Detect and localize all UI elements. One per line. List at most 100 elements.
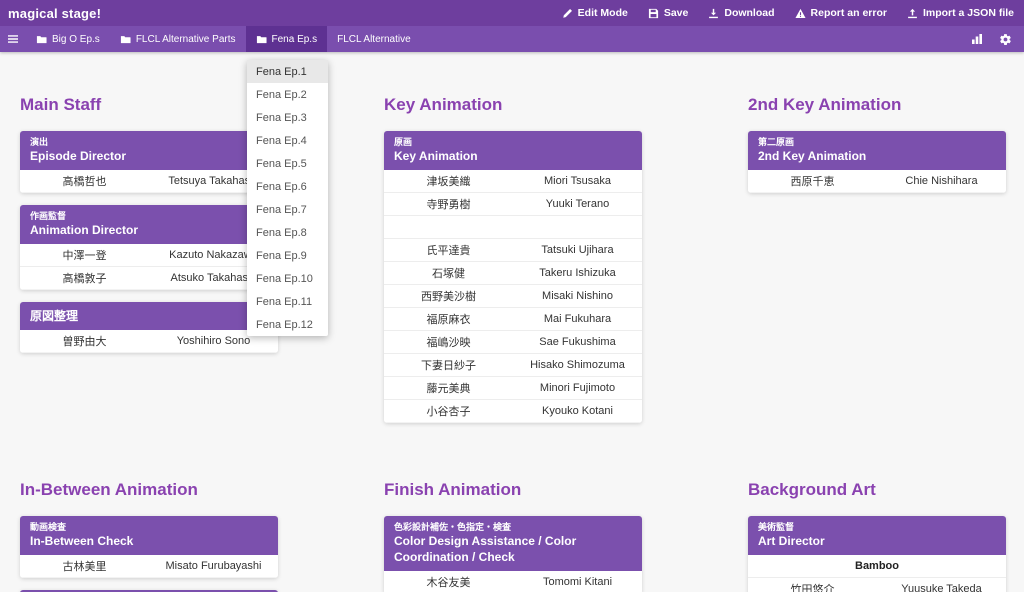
staff-name-kanji: 下妻日紗子: [421, 360, 476, 372]
staff-rows: 西原千恵 Chie Nishihara: [748, 170, 1006, 193]
card-header: 原図整理: [20, 302, 278, 330]
dropdown-item[interactable]: Fena Ep.2: [256, 88, 307, 101]
card-header: 第二原画 2nd Key Animation: [748, 131, 1006, 170]
section-title: Key Animation: [384, 95, 503, 114]
sections-row-top: Main Staff 演出 Episode Director: [20, 95, 1006, 435]
staff-row: 古林美里 Misato Furubayashi: [20, 555, 278, 578]
role-title-en: Episode Director: [30, 149, 127, 163]
dropdown-item[interactable]: Fena Ep.7: [256, 203, 307, 216]
card-list: 演出 Episode Director 高橋哲也 Tetsuya Takahas…: [20, 131, 278, 353]
staff-row: 津坂美織 Miori Tsusaka: [384, 170, 642, 193]
card-list: 美術監督 Art Director Bamboo 竹田悠介 Yuusuke Ta…: [748, 516, 1006, 592]
gear-icon[interactable]: [999, 33, 1012, 46]
staff-section: Key Animation 原画 Key Animation: [384, 95, 642, 435]
staff-card: 色彩設計補佐・色指定・検査 Color Design Assistance / …: [384, 516, 642, 592]
topbar: magical stage! Edit Mode Save Download: [0, 0, 1024, 26]
staff-name-romaji: Tatsuki Ujihara: [541, 244, 614, 256]
main-content: Main Staff 演出 Episode Director: [0, 52, 1024, 592]
nav-tab[interactable]: Fena Ep.s: [245, 26, 328, 52]
dropdown-item[interactable]: Fena Ep.9: [256, 249, 307, 262]
role-title-en: Animation Director: [30, 223, 139, 237]
section-title: Background Art: [748, 480, 876, 499]
import-json-button[interactable]: Import a JSON file: [907, 7, 1014, 19]
nav-tab[interactable]: Big O Ep.s: [26, 26, 110, 52]
staff-row: 曽野由大 Yoshihiro Sono: [20, 330, 278, 353]
staff-name-kanji: 福原麻衣: [426, 314, 471, 326]
staff-name-kanji: 西原千恵: [790, 176, 835, 188]
nav-tab[interactable]: FLCL Alternative Parts: [110, 26, 246, 52]
staff-name-kanji: [384, 216, 513, 238]
navbar: Big O Ep.s FLCL Alternative Parts Fena E…: [0, 26, 1024, 52]
role-title-jp: 色彩設計補佐・色指定・検査: [394, 522, 512, 532]
dropdown-item[interactable]: Fena Ep.12: [256, 318, 313, 331]
menu-button[interactable]: [0, 26, 26, 52]
staff-name-romaji: Yuuki Terano: [545, 198, 610, 210]
staff-row: 福原麻衣 Mai Fukuhara: [384, 308, 642, 331]
download-button[interactable]: Download: [708, 7, 775, 19]
card-header: 動画検査 In-Between Check: [20, 516, 278, 555]
card-header: 美術監督 Art Director: [748, 516, 1006, 555]
staff-name-romaji: Takeru Ishizuka: [539, 267, 616, 279]
save-button[interactable]: Save: [648, 7, 688, 19]
staff-name-kanji: 木谷友美: [426, 577, 471, 589]
section-title: 2nd Key Animation: [748, 95, 902, 114]
nav-tab[interactable]: FLCL Alternative: [327, 26, 421, 52]
dropdown-item[interactable]: Fena Ep.6: [256, 180, 307, 193]
staff-name-kanji: 高橋敦子: [62, 273, 107, 285]
card-list: 色彩設計補佐・色指定・検査 Color Design Assistance / …: [384, 516, 642, 592]
staff-row: 氏平達貴 Tatsuki Ujihara: [384, 239, 642, 262]
staff-row: [384, 216, 642, 239]
card-header: 原画 Key Animation: [384, 131, 642, 170]
tab-label: FLCL Alternative Parts: [135, 33, 236, 45]
dropdown-item[interactable]: Fena Ep.11: [256, 295, 313, 308]
dropdown-item[interactable]: Fena Ep.5: [256, 157, 307, 170]
dropdown-item[interactable]: Fena Ep.3: [256, 111, 307, 124]
section-title: Main Staff: [20, 95, 102, 114]
role-title-jp: 第二原画: [758, 137, 795, 147]
staff-card: 原画 Key Animation 津坂美織 Miori Tsusaka: [384, 131, 642, 423]
dropdown-item[interactable]: Fena Ep.10: [256, 272, 313, 285]
floppy-icon: [648, 8, 659, 19]
staff-name-romaji: [513, 216, 642, 238]
staff-card: 原図整理 曽野由大 Yoshihiro Sono: [20, 302, 278, 353]
role-title-jp: 演出: [30, 137, 49, 147]
edit-mode-button[interactable]: Edit Mode: [562, 7, 628, 19]
dropdown-item[interactable]: Fena Ep.4: [256, 134, 307, 147]
episode-dropdown: Fena Ep.1 Fena Ep.2 Fena Ep.3 Fena Ep.4 Fena…: [247, 60, 328, 336]
tab-label: Big O Ep.s: [52, 33, 100, 45]
button-label: Download: [724, 7, 775, 19]
staff-name-romaji: Chie Nishihara: [905, 175, 978, 187]
staff-row: 下妻日紗子 Hisako Shimozuma: [384, 354, 642, 377]
report-error-button[interactable]: Report an error: [794, 7, 887, 19]
role-title-jp: 作画監督: [30, 211, 67, 221]
staff-row: 石塚健 Takeru Ishizuka: [384, 262, 642, 285]
staff-row: 西野美沙樹 Misaki Nishino: [384, 285, 642, 308]
staff-name-romaji: Atsuko Takahashi: [170, 272, 257, 284]
staff-rows: 高橋哲也 Tetsuya Takahashi: [20, 170, 278, 193]
navbar-right: [971, 26, 1024, 52]
staff-name-kanji: 津坂美織: [426, 176, 471, 188]
folder-icon: [36, 34, 47, 45]
staff-row: 高橋哲也 Tetsuya Takahashi: [20, 170, 278, 193]
staff-name-romaji: Kazuto Nakazawa: [169, 249, 258, 261]
folder-icon: [120, 34, 131, 45]
staff-row: 小谷杏子 Kyouko Kotani: [384, 400, 642, 423]
staff-name-kanji: 寺野勇樹: [426, 199, 471, 211]
staff-row: 藤元美典 Minori Fujimoto: [384, 377, 642, 400]
staff-name-romaji: Tomomi Kitani: [542, 576, 613, 588]
section-title: Finish Animation: [384, 480, 522, 499]
tab-label: Fena Ep.s: [271, 33, 318, 45]
staff-card: [20, 590, 278, 592]
chart-icon[interactable]: [971, 33, 983, 45]
role-title-jp: 原画: [394, 137, 413, 147]
staff-name-kanji: 中澤一登: [62, 250, 107, 262]
dropdown-item[interactable]: Fena Ep.1: [247, 60, 328, 83]
staff-name-kanji: 藤元美典: [426, 383, 471, 395]
role-title-jp: 動画検査: [30, 522, 67, 532]
card-list: 原画 Key Animation 津坂美織 Miori Tsusaka: [384, 131, 642, 423]
dropdown-item[interactable]: Fena Ep.8: [256, 226, 307, 239]
staff-name-romaji: Hisako Shimozuma: [530, 359, 625, 371]
upload-icon: [907, 8, 918, 19]
staff-name-kanji: 竹田悠介: [790, 584, 835, 592]
